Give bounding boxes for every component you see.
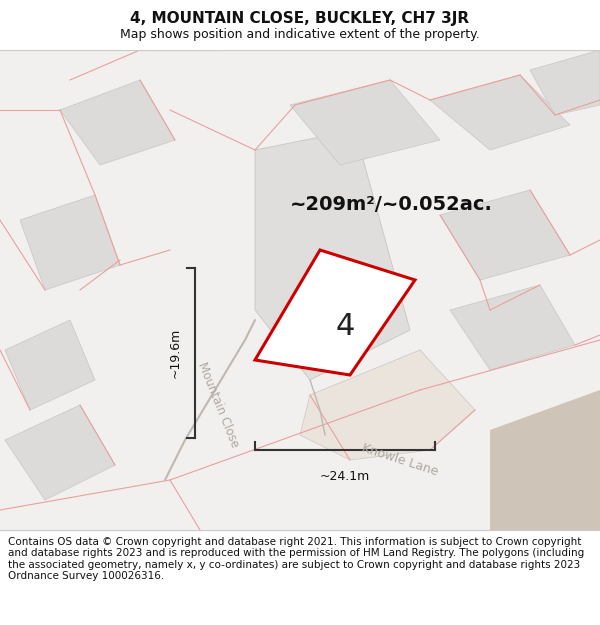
Text: Mountain Close: Mountain Close [195,361,241,449]
Polygon shape [255,250,415,375]
Text: Knowle Lane: Knowle Lane [360,441,440,479]
Text: 4, MOUNTAIN CLOSE, BUCKLEY, CH7 3JR: 4, MOUNTAIN CLOSE, BUCKLEY, CH7 3JR [130,11,470,26]
Polygon shape [490,390,600,530]
Polygon shape [5,405,115,500]
Polygon shape [300,350,475,460]
Polygon shape [5,320,95,410]
Polygon shape [20,195,120,290]
Polygon shape [530,50,600,115]
Polygon shape [60,80,175,165]
Polygon shape [440,190,570,280]
Polygon shape [430,75,570,150]
Polygon shape [290,80,440,165]
Polygon shape [450,285,575,370]
Text: ~19.6m: ~19.6m [169,328,182,378]
Text: Map shows position and indicative extent of the property.: Map shows position and indicative extent… [120,28,480,41]
Text: Contains OS data © Crown copyright and database right 2021. This information is : Contains OS data © Crown copyright and d… [8,537,584,581]
Text: ~209m²/~0.052ac.: ~209m²/~0.052ac. [290,196,493,214]
Polygon shape [255,130,410,380]
Text: 4: 4 [335,312,355,341]
Text: ~24.1m: ~24.1m [320,470,370,483]
